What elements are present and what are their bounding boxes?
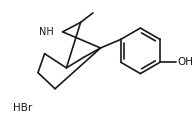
Text: OH: OH (177, 57, 193, 67)
Text: HBr: HBr (13, 103, 33, 113)
Text: NH: NH (39, 27, 54, 37)
